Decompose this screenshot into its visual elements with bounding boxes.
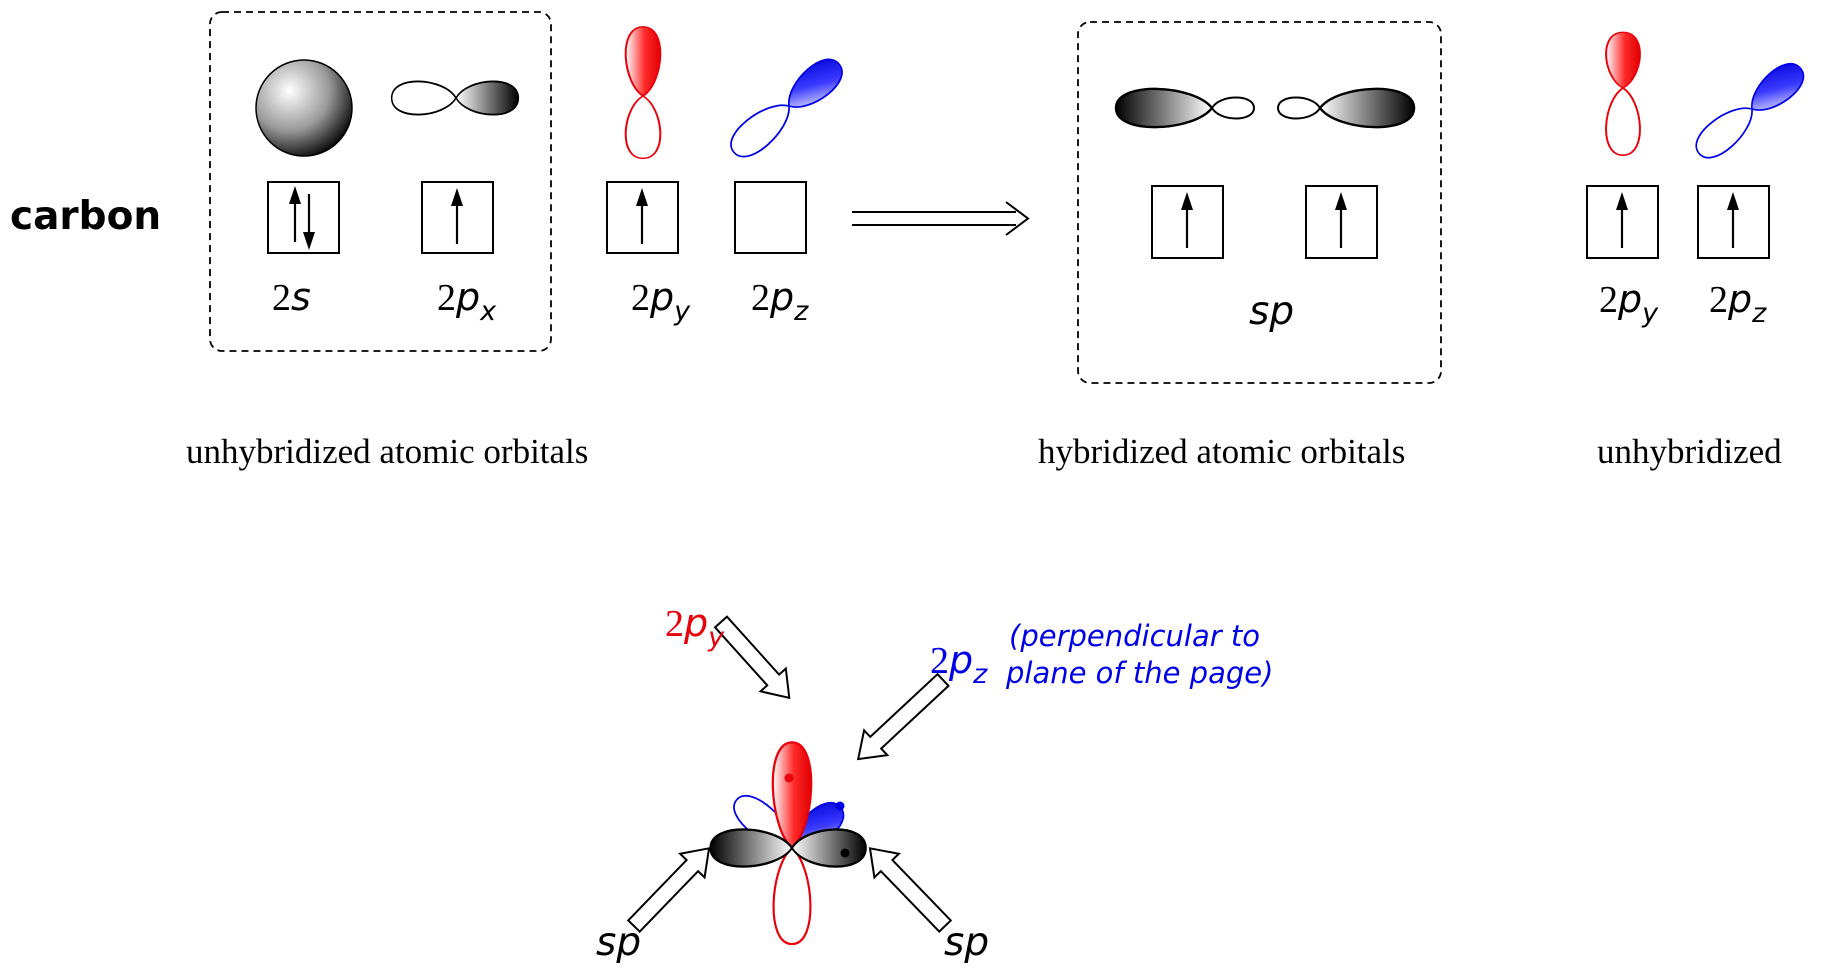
right-2py-orbital-shape xyxy=(1605,31,1641,157)
combined-orbital-diagram xyxy=(709,741,868,946)
2py-electron-box xyxy=(606,181,679,254)
sp-hybrid-orbital-2 xyxy=(1277,87,1416,129)
electron-up-arrow xyxy=(451,188,463,244)
right-2pz-label: 2pz xyxy=(1709,277,1767,329)
2pz-note-line2: plane of the page) xyxy=(1005,656,1273,690)
sp-electron-box-2 xyxy=(1305,185,1378,259)
hybridized-caption: hybridized atomic orbitals xyxy=(1038,432,1405,471)
2px-orbital-shape xyxy=(390,80,520,116)
electron-up-arrow xyxy=(1181,192,1193,248)
2s-electron-box xyxy=(267,181,340,254)
2pz-note-line1: (perpendicular to xyxy=(1009,619,1260,653)
right-2pz-electron-box xyxy=(1697,185,1770,259)
2pz-label: 2pz xyxy=(751,275,809,327)
electron-up-arrow xyxy=(636,188,648,244)
2pz-electron-box xyxy=(734,181,807,254)
2py-electron-dot xyxy=(784,773,794,783)
2s-label: 2s xyxy=(272,275,311,319)
hybridization-arrow xyxy=(852,201,1030,236)
2pz-electron-dot xyxy=(835,801,845,811)
pointer-arrow-2pz xyxy=(856,672,950,761)
2py-label: 2py xyxy=(631,275,691,327)
electron-down-arrow xyxy=(303,194,315,250)
2py-back-lobe xyxy=(772,846,812,946)
2px-electron-box xyxy=(421,181,494,254)
pointer-arrow-sp-left xyxy=(626,847,711,933)
electron-up-arrow xyxy=(1727,192,1739,248)
pointer-arrow-2py xyxy=(713,615,791,700)
unhybridized-caption-right: unhybridized xyxy=(1597,432,1782,471)
right-2py-electron-box xyxy=(1586,185,1659,259)
bottom-2pz-label: 2pz xyxy=(930,638,988,690)
electron-up-arrow xyxy=(1616,192,1628,248)
2px-label: 2px xyxy=(437,275,497,327)
bottom-2py-label: 2py xyxy=(665,601,725,653)
electron-up-arrow xyxy=(1335,192,1347,248)
2py-orbital-shape xyxy=(624,25,662,160)
unhybridized-caption-left: unhybridized atomic orbitals xyxy=(186,432,588,471)
element-label: carbon xyxy=(10,194,161,239)
2pz-orbital-shape xyxy=(722,50,851,166)
electron-up-arrow xyxy=(289,186,301,242)
sp-electron-box-1 xyxy=(1151,185,1224,259)
sp-electron-dot xyxy=(840,848,850,858)
right-2py-label: 2py xyxy=(1599,277,1659,329)
hybridized-group-box xyxy=(1077,21,1442,384)
2s-orbital-sphere xyxy=(255,59,353,157)
sp-label: sp xyxy=(1249,289,1294,334)
sp-hybrid-orbital-1 xyxy=(1114,87,1255,129)
bottom-sp-left-label: sp xyxy=(596,920,641,965)
unhybridized-group-box xyxy=(209,11,552,352)
right-2pz-orbital-shape xyxy=(1688,55,1812,167)
bottom-sp-right-label: sp xyxy=(944,920,989,965)
pointer-arrow-sp-right xyxy=(868,847,953,933)
